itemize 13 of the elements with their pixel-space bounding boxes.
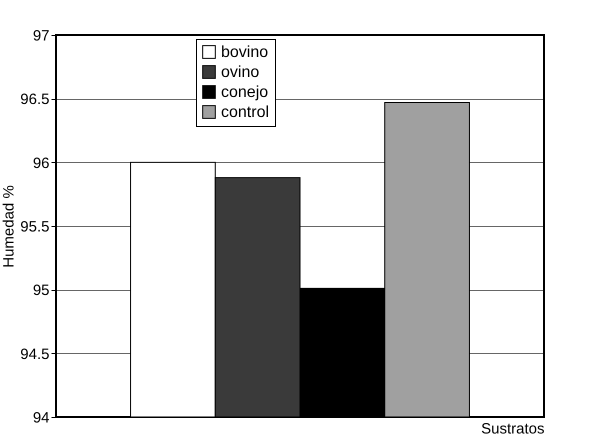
y-tick-label: 95.5 [20,218,50,236]
y-tick-label: 95 [32,282,50,300]
y-tick-label: 96.5 [20,91,50,108]
y-tick-label: 94.5 [20,346,50,363]
legend-label: conejo [221,84,268,101]
x-axis-title: Sustratos [481,420,544,438]
y-tick-label: 97 [32,28,50,44]
y-tick-label: 94 [32,410,50,426]
y-axis-title: Humedad % [0,185,18,268]
legend-label: control [221,104,270,121]
y-tick-label: 96 [32,154,50,172]
legend-label: ovino [221,64,260,81]
legend-label: bovino [221,44,268,61]
